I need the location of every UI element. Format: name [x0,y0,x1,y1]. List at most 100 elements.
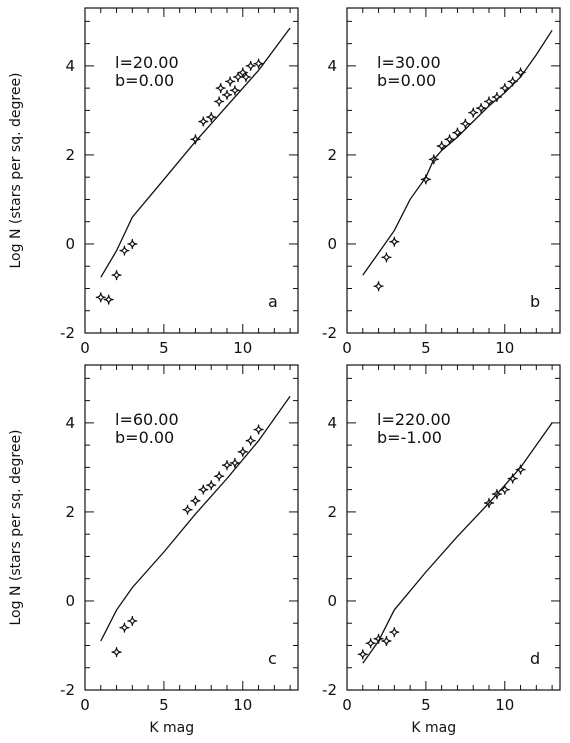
data-point [214,471,225,482]
data-point [198,484,209,495]
data-point [127,615,138,627]
data-point [111,270,122,281]
model-curve [362,422,553,664]
data-point [507,76,518,87]
data-point [515,67,526,78]
x-axis-label: K mag [149,720,194,736]
data-point [229,85,240,96]
data-point [245,60,256,71]
model-curve [100,27,291,278]
y-tick-label: -2 [60,324,75,342]
data-point [221,89,233,100]
data-point [103,294,114,305]
y-tick-label: -2 [322,681,337,699]
data-point [127,238,138,249]
y-tick-label: 0 [65,592,75,610]
model-curve [100,395,291,642]
panel-annotation: l=20.00 [115,53,179,72]
data-point [468,107,479,118]
y-tick-label: 4 [65,414,75,432]
data-point [253,424,264,435]
x-axis-label: K mag [411,720,456,736]
data-point [182,504,193,515]
data-point [206,480,217,491]
data-point [373,281,384,292]
data-point [483,96,495,107]
data-point [365,638,376,649]
data-point [436,140,447,152]
panel-letter: d [530,649,540,668]
data-point [190,495,201,506]
panel-letter: b [530,292,540,311]
x-tick-label: 10 [495,339,514,357]
panel-letter: c [268,649,277,668]
data-point [389,627,400,638]
x-tick-label: 5 [159,339,169,357]
x-tick-label: 0 [342,339,352,357]
x-tick-label: 10 [233,339,252,357]
data-point [452,127,463,138]
plot-frame [84,7,299,334]
x-tick-label: 0 [342,696,352,714]
data-point [389,236,400,247]
y-tick-label: 0 [65,235,75,253]
y-tick-label: 0 [327,592,337,610]
data-point [507,473,518,484]
panel-annotation: b=0.00 [377,71,436,90]
panel-annotation: b=0.00 [115,428,174,447]
data-point [221,460,233,471]
data-point [373,633,384,644]
y-tick-label: 4 [65,57,75,75]
data-point [381,636,392,647]
data-point [111,647,122,658]
data-point [515,464,526,475]
y-tick-label: 4 [327,414,337,432]
y-axis-label: Log N (stars per sq. degree) [8,72,24,268]
x-tick-label: 10 [495,696,514,714]
data-point [229,457,240,468]
panel-annotation: l=60.00 [115,410,179,429]
data-point [253,58,264,69]
plot-frame [346,7,561,334]
data-point [119,245,130,256]
panel-a: 0 5 10 -2 0 2 4 l=20.00b=0.00 a Log N (stars per … [8,7,299,357]
data-point [95,292,106,303]
data-point [245,435,256,446]
data-point [491,92,502,103]
y-tick-label: 2 [327,146,337,164]
panel-c: 0 5 10 -2 0 2 4 l=60.00b=0.00 c Log N (stars per … [8,364,299,736]
data-point [476,103,487,114]
data-point [444,134,455,145]
x-tick-label: 5 [421,339,431,357]
data-point [237,446,248,457]
plot-frame [84,364,299,691]
y-tick-label: 2 [65,146,75,164]
x-tick-label: 10 [233,696,252,714]
y-tick-label: 0 [327,235,337,253]
y-axis-label: Log N (stars per sq. degree) [8,429,24,625]
x-tick-label: 0 [80,339,90,357]
data-point [460,118,471,129]
data-point [225,76,236,87]
panel-annotation: b=-1.00 [377,428,442,447]
y-tick-label: 4 [327,57,337,75]
data-point [198,116,209,127]
panel-letter: a [268,292,278,311]
data-point [214,96,225,107]
y-tick-label: -2 [60,681,75,699]
panel-d: 0 5 10 -2 0 2 4 l=220.00b=-1.00 d K mag [322,364,561,736]
y-tick-label: 2 [327,503,337,521]
panel-annotation: l=220.00 [377,410,451,429]
y-tick-label: 2 [65,503,75,521]
data-point [381,252,392,263]
data-point [206,112,217,123]
panel-b: 0 5 10 -2 0 2 4 l=30.00b=0.00 b [322,7,561,357]
x-tick-label: 5 [421,696,431,714]
data-point [420,174,431,185]
x-tick-label: 5 [159,696,169,714]
data-point [499,484,510,495]
data-point [119,622,130,633]
x-tick-label: 0 [80,696,90,714]
plot-frame [346,364,561,691]
